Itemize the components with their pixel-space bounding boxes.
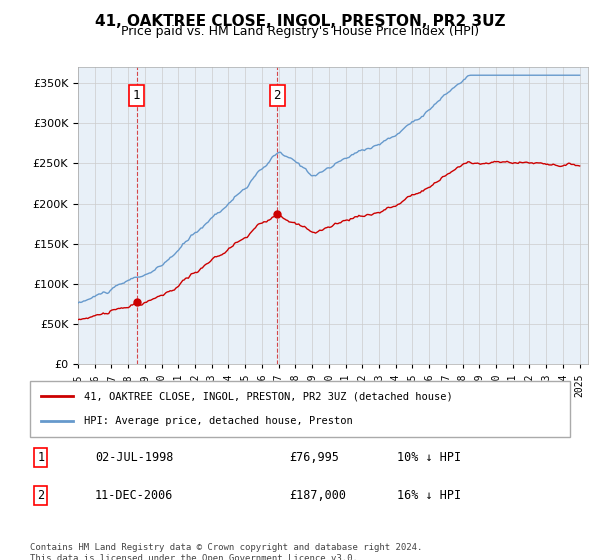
- FancyBboxPatch shape: [30, 381, 570, 437]
- Text: 02-JUL-1998: 02-JUL-1998: [95, 451, 173, 464]
- Text: £76,995: £76,995: [289, 451, 339, 464]
- Text: Price paid vs. HM Land Registry's House Price Index (HPI): Price paid vs. HM Land Registry's House …: [121, 25, 479, 38]
- Text: 10% ↓ HPI: 10% ↓ HPI: [397, 451, 461, 464]
- Text: 16% ↓ HPI: 16% ↓ HPI: [397, 489, 461, 502]
- Text: £187,000: £187,000: [289, 489, 346, 502]
- Text: 1: 1: [133, 89, 140, 102]
- Text: 11-DEC-2006: 11-DEC-2006: [95, 489, 173, 502]
- Text: Contains HM Land Registry data © Crown copyright and database right 2024.
This d: Contains HM Land Registry data © Crown c…: [30, 543, 422, 560]
- Text: 1: 1: [37, 451, 44, 464]
- Text: 2: 2: [37, 489, 44, 502]
- Text: 2: 2: [274, 89, 281, 102]
- Text: 41, OAKTREE CLOSE, INGOL, PRESTON, PR2 3UZ (detached house): 41, OAKTREE CLOSE, INGOL, PRESTON, PR2 3…: [84, 391, 453, 402]
- Text: HPI: Average price, detached house, Preston: HPI: Average price, detached house, Pres…: [84, 416, 353, 426]
- Text: 41, OAKTREE CLOSE, INGOL, PRESTON, PR2 3UZ: 41, OAKTREE CLOSE, INGOL, PRESTON, PR2 3…: [95, 14, 505, 29]
